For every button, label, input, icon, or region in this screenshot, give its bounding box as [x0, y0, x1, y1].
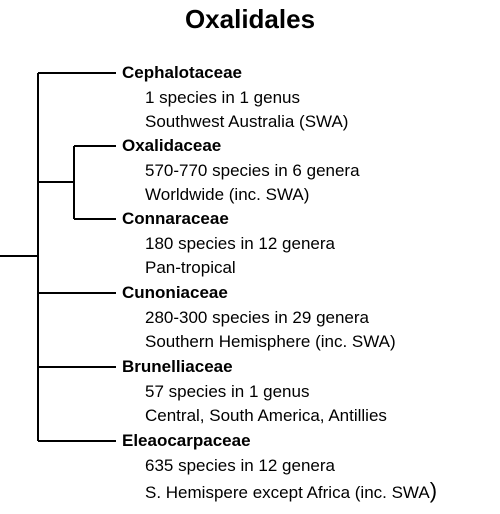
family-range-cephalotaceae: Southwest Australia (SWA) [145, 112, 349, 131]
family-range-eleaocarpaceae: S. Hemispere except Africa (inc. SWA) [145, 478, 438, 503]
family-name-connaraceae: Connaraceae [122, 209, 229, 228]
family-name-cephalotaceae: Cephalotaceae [122, 63, 242, 82]
family-name-brunelliaceae: Brunelliaceae [122, 357, 233, 376]
family-species-connaraceae: 180 species in 12 genera [145, 234, 335, 253]
family-species-cephalotaceae: 1 species in 1 genus [145, 88, 300, 107]
family-range-oxalidaceae: Worldwide (inc. SWA) [145, 185, 310, 204]
family-range-brunelliaceae: Central, South America, Antillies [145, 406, 387, 425]
family-species-eleaocarpaceae: 635 species in 12 genera [145, 456, 335, 475]
family-range-eleaocarpaceae-text: S. Hemispere except Africa (inc. SWA [145, 483, 430, 502]
family-species-cunoniaceae: 280-300 species in 29 genera [145, 308, 369, 327]
family-name-cunoniaceae: Cunoniaceae [122, 283, 228, 302]
family-range-cunoniaceae: Southern Hemisphere (inc. SWA) [145, 332, 396, 351]
family-name-eleaocarpaceae: Eleaocarpaceae [122, 431, 251, 450]
figure-title: Oxalidales [184, 4, 316, 34]
closing-parenthesis: ) [429, 478, 438, 503]
family-species-oxalidaceae: 570-770 species in 6 genera [145, 161, 360, 180]
family-range-connaraceae: Pan-tropical [145, 258, 236, 277]
family-name-oxalidaceae: Oxalidaceae [122, 136, 222, 155]
family-species-brunelliaceae: 57 species in 1 genus [145, 382, 310, 401]
